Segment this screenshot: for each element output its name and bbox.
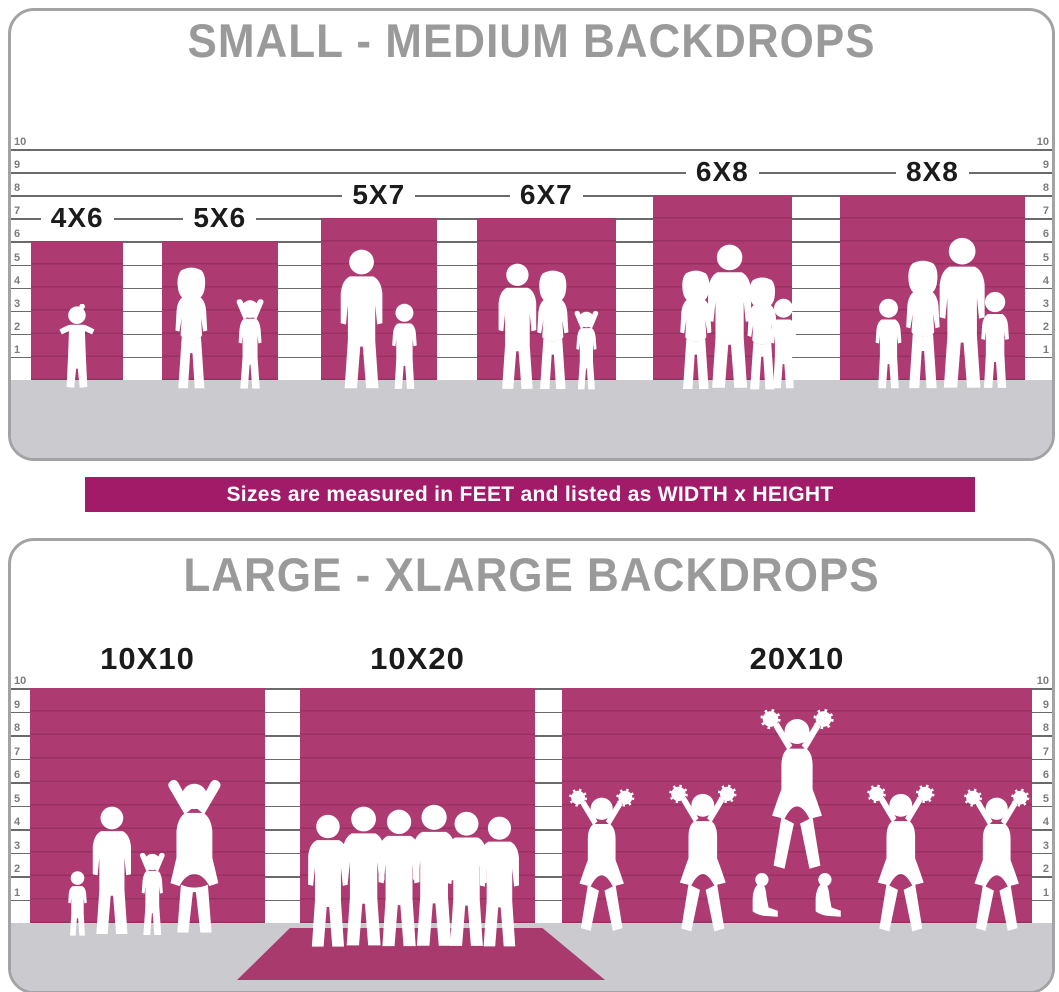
figure-cheer-silhouette bbox=[667, 781, 739, 939]
ruler-number-left: 2 bbox=[14, 320, 21, 333]
backdrop-size-label: 10X10 bbox=[30, 641, 265, 676]
small-medium-chart: 10 10 9 9 8 8 7 7 6 6 5 5 4 4 3 3 2 2 1 1 4X6 5X6 5X7 6X7 6X8 8X8 bbox=[11, 11, 1052, 458]
figure-toddler-silhouette bbox=[57, 304, 97, 392]
ruler-number-left: 6 bbox=[14, 769, 21, 781]
large-xlarge-chart: 10 10 9 9 8 8 7 7 6 6 5 5 4 4 3 3 2 2 1 1 10X10 10X20 20X10 bbox=[11, 541, 1052, 991]
ruler-number-left: 9 bbox=[14, 159, 21, 172]
ruler-number-left: 5 bbox=[14, 792, 21, 805]
ruler-number-right: 1 bbox=[1042, 343, 1049, 356]
figure-cheer-silhouette bbox=[962, 785, 1031, 938]
ruler-number-right: 4 bbox=[1042, 274, 1049, 287]
ruler-number-right: 9 bbox=[1042, 159, 1049, 172]
ruler-number-right: 10 bbox=[1036, 136, 1049, 148]
ruler-number-right: 2 bbox=[1042, 320, 1049, 333]
figure-up-silhouette bbox=[157, 774, 232, 939]
large-xlarge-title: LARGE - XLARGE BACKDROPS bbox=[183, 549, 880, 602]
ruler-number-left: 10 bbox=[14, 136, 27, 148]
ruler-number-left: 4 bbox=[14, 274, 21, 287]
figure-man-silhouette bbox=[469, 816, 530, 950]
ruler-number-left: 4 bbox=[14, 816, 21, 828]
ruler-number-left: 7 bbox=[14, 205, 21, 218]
ruler-number-right: 9 bbox=[1042, 698, 1049, 711]
ruler-number-right: 3 bbox=[1042, 297, 1049, 310]
ruler-number-left: 1 bbox=[14, 886, 21, 899]
ruler-number-right: 1 bbox=[1042, 886, 1049, 899]
gridline-10ft bbox=[11, 149, 1052, 151]
ruler-number-right: 8 bbox=[1042, 182, 1049, 195]
small-medium-panel: SMALL - MEDIUM BACKDROPS 10 10 9 9 8 8 7 7 6 6 5 5 4… bbox=[8, 8, 1055, 461]
ruler-number-left: 3 bbox=[14, 297, 21, 310]
ruler-number-right: 5 bbox=[1042, 251, 1049, 264]
ruler-number-right: 3 bbox=[1042, 839, 1049, 852]
ruler-number-left: 8 bbox=[14, 182, 21, 195]
sizes-banner: Sizes are measured in FEET and listed as… bbox=[85, 477, 975, 512]
figure-childup-silhouette bbox=[567, 307, 606, 393]
ruler-number-right: 4 bbox=[1042, 816, 1049, 828]
ruler-number-left: 6 bbox=[14, 228, 21, 241]
ruler-number-left: 10 bbox=[14, 675, 27, 687]
figure-childup-silhouette bbox=[228, 295, 272, 392]
ruler-number-right: 2 bbox=[1042, 863, 1049, 875]
figure-child-silhouette bbox=[384, 302, 425, 392]
backdrop-size-label: 4X6 bbox=[31, 202, 123, 234]
figure-woman-silhouette bbox=[163, 267, 220, 392]
ruler-number-left: 2 bbox=[14, 863, 21, 875]
backdrop-size-label: 20X10 bbox=[562, 641, 1032, 676]
backdrop-size-label: 5X6 bbox=[162, 202, 278, 234]
ruler-number-left: 1 bbox=[14, 343, 21, 356]
backdrop-size-label: 6X7 bbox=[477, 179, 616, 211]
figure-cheer-silhouette bbox=[758, 705, 836, 877]
ruler-number-left: 3 bbox=[14, 839, 21, 852]
sizes-banner-text: Sizes are measured in FEET and listed as… bbox=[226, 482, 834, 506]
ruler-number-right: 7 bbox=[1042, 205, 1049, 218]
floor bbox=[11, 380, 1052, 458]
ruler-number-right: 8 bbox=[1042, 722, 1049, 734]
ruler-number-left: 5 bbox=[14, 251, 21, 264]
backdrop-rect-10x10 bbox=[30, 688, 265, 923]
backdrop-size-label: 6X8 bbox=[653, 156, 792, 188]
backdrop-size-label: 5X7 bbox=[321, 179, 437, 211]
ruler-number-left: 8 bbox=[14, 722, 21, 734]
figure-child-silhouette bbox=[972, 290, 1018, 392]
ruler-number-left: 7 bbox=[14, 745, 21, 758]
ruler-number-right: 6 bbox=[1042, 228, 1049, 241]
small-medium-title: SMALL - MEDIUM BACKDROPS bbox=[187, 14, 876, 68]
backdrop-rect-5x7 bbox=[321, 218, 437, 380]
gridline-9ft bbox=[11, 172, 1052, 174]
figure-cheer-silhouette bbox=[865, 781, 937, 939]
ruler-number-right: 7 bbox=[1042, 745, 1049, 758]
figure-cheer-silhouette bbox=[567, 785, 636, 938]
ruler-number-left: 9 bbox=[14, 698, 21, 711]
figure-child-silhouette bbox=[762, 297, 805, 392]
ruler-number-right: 6 bbox=[1042, 769, 1049, 781]
backdrop-size-label: 8X8 bbox=[840, 156, 1025, 188]
ruler-number-right: 10 bbox=[1036, 675, 1049, 687]
large-xlarge-panel: LARGE - XLARGE BACKDROPS 10 10 9 9 8 8 7 7 6 6 5 5 4… bbox=[8, 538, 1055, 992]
ruler-number-right: 5 bbox=[1042, 792, 1049, 805]
backdrop-size-label: 10X20 bbox=[300, 641, 535, 676]
